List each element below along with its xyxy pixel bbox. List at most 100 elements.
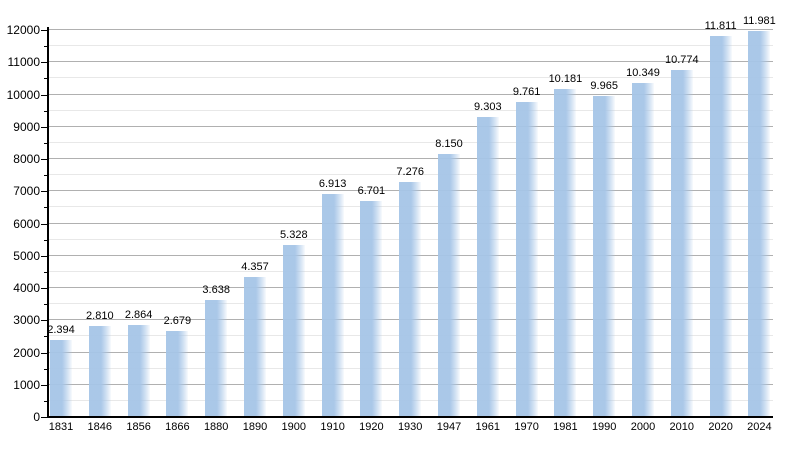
x-tick-label: 2020 bbox=[708, 421, 733, 433]
gridline-minor bbox=[48, 141, 773, 143]
bar-value-label: 3.638 bbox=[202, 283, 230, 296]
y-axis-tick bbox=[44, 110, 47, 112]
y-axis-tick bbox=[44, 207, 47, 209]
bar-value-label: 10.774 bbox=[664, 53, 699, 66]
y-axis-tick bbox=[41, 320, 47, 322]
y-tick-label: 4000 bbox=[13, 281, 40, 295]
bar-value-label: 11.981 bbox=[742, 14, 776, 27]
y-axis-tick bbox=[41, 94, 47, 96]
y-axis-tick bbox=[44, 239, 47, 241]
bar-value-label: 6.701 bbox=[357, 184, 386, 197]
bar bbox=[321, 194, 344, 417]
y-tick-label: 3000 bbox=[13, 313, 40, 328]
x-tick-label: 1920 bbox=[359, 421, 384, 433]
y-axis-tick bbox=[41, 126, 47, 128]
x-tick-label: 1947 bbox=[436, 421, 462, 433]
y-axis-tick bbox=[41, 223, 47, 225]
gridline-minor bbox=[48, 174, 773, 176]
bar bbox=[88, 326, 111, 417]
x-tick-label: 1970 bbox=[514, 421, 539, 433]
bar-value-label: 2.864 bbox=[124, 308, 153, 321]
y-axis-tick bbox=[44, 336, 47, 338]
y-tick-label: 8000 bbox=[13, 152, 40, 166]
bar-value-label: 5.328 bbox=[280, 229, 308, 242]
y-axis-tick bbox=[41, 384, 47, 386]
x-tick-label: 1961 bbox=[475, 421, 501, 433]
bar-value-label: 2.679 bbox=[163, 314, 192, 327]
bar bbox=[748, 30, 771, 417]
x-tick-label: 1866 bbox=[165, 421, 190, 433]
bar bbox=[670, 69, 693, 417]
y-tick-label: 2000 bbox=[13, 345, 40, 360]
bar bbox=[282, 245, 305, 417]
y-axis-tick bbox=[41, 255, 47, 257]
y-tick-label: 10000 bbox=[6, 87, 40, 102]
bar bbox=[205, 299, 228, 417]
x-tick-label: 1990 bbox=[591, 421, 617, 433]
y-axis-tick bbox=[44, 175, 47, 177]
y-axis-tick bbox=[41, 62, 47, 64]
bar-value-label: 11.811 bbox=[704, 20, 737, 33]
bar bbox=[632, 83, 654, 417]
y-tick-label: 7000 bbox=[13, 184, 40, 199]
bar bbox=[127, 324, 150, 417]
plot-area: 2.394 2.810 2.864 2.679 3.638 4.357 5.328 6.913… bbox=[47, 15, 776, 417]
x-tick-label: 1930 bbox=[397, 421, 423, 433]
gridline-major bbox=[48, 29, 773, 30]
x-tick-label: 1890 bbox=[242, 421, 268, 433]
bar-value-label: 7.276 bbox=[396, 166, 424, 179]
bar bbox=[50, 339, 72, 417]
y-axis-line bbox=[47, 27, 49, 418]
bar-value-label: 9.303 bbox=[474, 100, 502, 113]
y-tick-label: 12000 bbox=[6, 23, 40, 37]
y-axis-tick bbox=[44, 400, 47, 402]
x-tick-label: 2010 bbox=[669, 421, 695, 433]
bar bbox=[476, 116, 499, 417]
bar-value-label: 10.349 bbox=[626, 67, 660, 80]
y-tick-label: 0 bbox=[33, 410, 40, 424]
bar-value-label: 6.913 bbox=[318, 178, 347, 191]
bar bbox=[709, 36, 732, 417]
bar-value-label: 2.394 bbox=[47, 323, 75, 336]
bar bbox=[593, 95, 616, 417]
gridline-minor bbox=[48, 77, 773, 79]
y-axis-tick bbox=[41, 417, 47, 418]
x-tick-label: 1981 bbox=[553, 421, 578, 433]
y-axis-tick bbox=[44, 46, 47, 48]
bar-value-label: 10.181 bbox=[548, 72, 583, 85]
y-tick-label: 1000 bbox=[13, 377, 40, 392]
y-axis-tick bbox=[44, 142, 47, 144]
bar-value-label: 9.761 bbox=[512, 86, 541, 99]
bar bbox=[554, 88, 577, 417]
y-axis-tick bbox=[41, 352, 47, 354]
y-axis-tick bbox=[41, 30, 47, 31]
y-tick-label: 6000 bbox=[13, 216, 40, 231]
gridline-major bbox=[48, 93, 773, 95]
bar bbox=[360, 200, 383, 417]
x-axis-line bbox=[47, 416, 773, 418]
bar bbox=[515, 102, 538, 417]
bar-value-label: 2.810 bbox=[86, 310, 114, 323]
y-axis-tick bbox=[44, 271, 47, 273]
bar-value-label: 9.965 bbox=[590, 79, 618, 92]
bar bbox=[438, 154, 460, 417]
x-tick-label: 2024 bbox=[747, 421, 772, 433]
bar bbox=[399, 182, 422, 417]
y-axis-tick bbox=[41, 191, 47, 193]
y-axis-tick bbox=[41, 288, 47, 289]
y-axis-tick bbox=[41, 159, 47, 160]
y-tick-label: 5000 bbox=[13, 248, 40, 263]
y-axis-tick bbox=[44, 304, 47, 306]
y-tick-label: 11000 bbox=[7, 55, 40, 70]
bar-value-label: 8.150 bbox=[435, 138, 463, 151]
bar-value-label: 4.357 bbox=[241, 260, 269, 273]
x-tick-label: 1856 bbox=[126, 421, 151, 433]
y-axis-tick bbox=[44, 78, 47, 80]
x-tick-label: 1880 bbox=[203, 421, 229, 433]
gridline-major bbox=[48, 125, 773, 127]
bar bbox=[244, 276, 266, 417]
bar bbox=[166, 330, 189, 417]
y-tick-label: 9000 bbox=[13, 119, 40, 134]
x-tick-label: 1846 bbox=[87, 421, 113, 433]
